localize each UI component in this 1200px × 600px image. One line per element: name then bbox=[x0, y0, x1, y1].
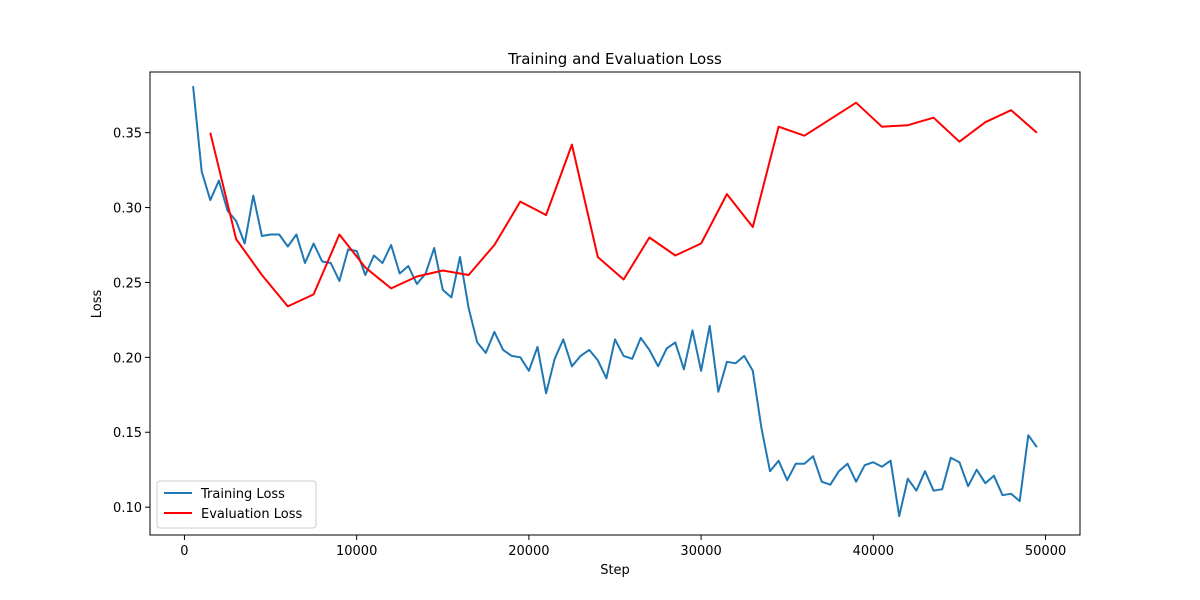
y-axis-ticks: 0.10 0.15 0.20 0.25 0.30 0.35 bbox=[113, 127, 150, 516]
legend: Training Loss Evaluation Loss bbox=[156, 480, 317, 529]
legend-label-training-loss: Training Loss bbox=[200, 487, 285, 502]
y-tick-label: 0.35 bbox=[113, 127, 142, 142]
x-axis-label: Step bbox=[600, 563, 630, 578]
y-axis-label: Loss bbox=[90, 290, 105, 319]
y-tick-label: 0.10 bbox=[113, 501, 142, 516]
y-tick-label: 0.20 bbox=[113, 351, 142, 366]
x-tick-label: 30000 bbox=[680, 544, 721, 559]
series-layer bbox=[192, 86, 1038, 518]
chart-title: Training and Evaluation Loss bbox=[507, 50, 722, 68]
x-tick-label: 20000 bbox=[508, 544, 549, 559]
y-tick-label: 0.15 bbox=[113, 426, 142, 441]
y-tick-label: 0.25 bbox=[113, 276, 142, 291]
evaluation-loss-line bbox=[209, 101, 1038, 308]
x-tick-label: 40000 bbox=[853, 544, 894, 559]
x-tick-label: 0 bbox=[180, 544, 188, 559]
x-tick-label: 50000 bbox=[1025, 544, 1066, 559]
legend-label-evaluation-loss: Evaluation Loss bbox=[201, 507, 302, 522]
axes-frame bbox=[149, 71, 1081, 536]
plot-area bbox=[149, 71, 1081, 536]
x-tick-label: 10000 bbox=[336, 544, 377, 559]
x-axis-ticks: 0 10000 20000 30000 40000 50000 bbox=[180, 535, 1066, 559]
legend-box bbox=[156, 480, 317, 529]
training-loss-line bbox=[192, 86, 1038, 518]
y-tick-label: 0.30 bbox=[113, 202, 142, 217]
